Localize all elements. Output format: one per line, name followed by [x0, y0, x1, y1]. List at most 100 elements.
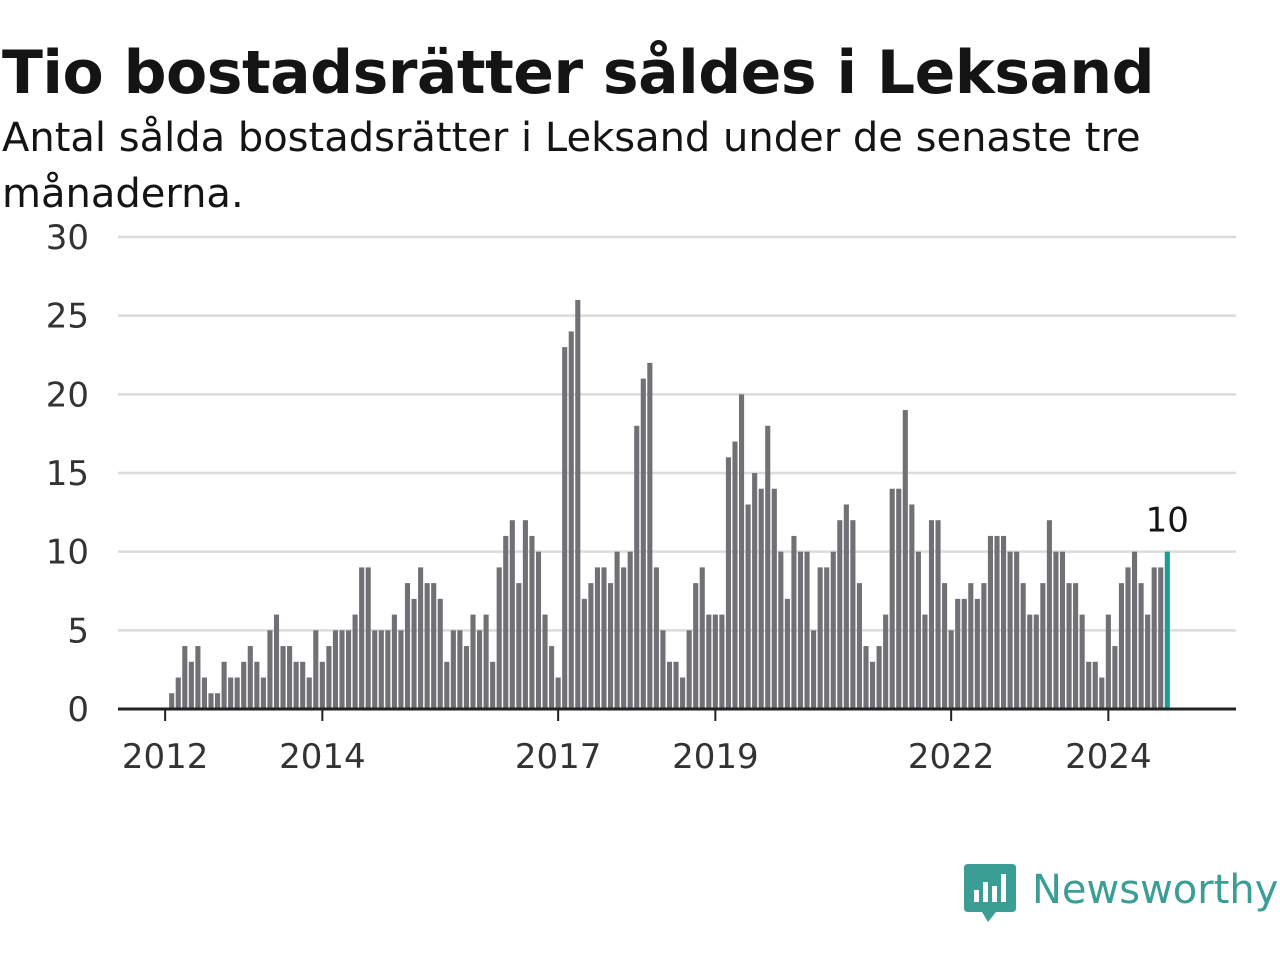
bar	[1138, 583, 1144, 709]
bar	[693, 583, 699, 709]
bar	[1112, 646, 1118, 709]
bar	[1007, 551, 1013, 709]
bar	[824, 567, 830, 709]
bar	[830, 551, 836, 709]
bar	[955, 598, 961, 709]
x-tick-label: 2012	[122, 737, 209, 777]
bar	[293, 661, 299, 709]
y-tick-label: 0	[67, 690, 89, 730]
bar	[1151, 567, 1157, 709]
bar	[981, 583, 987, 709]
newsworthy-logo: Newsworthy	[964, 864, 1278, 926]
bar	[444, 661, 450, 709]
bar	[247, 646, 253, 709]
axes	[118, 707, 1236, 721]
bar	[1125, 567, 1131, 709]
bar	[627, 551, 633, 709]
bar	[450, 630, 456, 709]
bar	[195, 646, 201, 709]
bar	[300, 661, 306, 709]
bar-chart: 0 5 10 15 20 25 30 2012 2014 2017 2019 2022 2024 10	[46, 218, 1236, 777]
bar	[352, 614, 358, 709]
bar	[1158, 567, 1164, 709]
bar	[562, 347, 568, 709]
bar	[208, 693, 214, 709]
bar	[326, 646, 332, 709]
bar	[516, 583, 522, 709]
bar	[987, 535, 993, 709]
bar	[778, 551, 784, 709]
bar	[1073, 583, 1079, 709]
bar	[188, 661, 194, 709]
bar	[215, 693, 221, 709]
bar	[961, 598, 967, 709]
bar	[928, 520, 935, 709]
bar	[221, 661, 227, 709]
bar	[686, 630, 692, 709]
bar	[837, 520, 843, 709]
bar	[306, 677, 312, 709]
labels: 0 5 10 15 20 25 30 2012 2014 2017 2019 2022 2024 10	[46, 218, 1189, 777]
bar	[201, 677, 207, 709]
y-tick-label: 5	[67, 611, 89, 651]
newsworthy-chart-bubble-icon	[964, 864, 1016, 922]
bar	[260, 677, 266, 709]
bar	[1033, 614, 1039, 709]
bar	[437, 598, 443, 709]
bar	[863, 646, 869, 709]
bar	[555, 677, 561, 709]
bar	[653, 567, 659, 709]
x-tick-label: 2017	[515, 737, 602, 777]
bar	[771, 488, 777, 709]
last-value-label: 10	[1146, 501, 1189, 541]
bar	[365, 567, 371, 709]
chart-subtitle: Antal sålda bostadsrätter i Leksand unde…	[2, 115, 1141, 217]
bar	[896, 488, 902, 709]
bar	[902, 410, 908, 709]
bar	[719, 614, 725, 709]
bar	[797, 551, 804, 709]
bar	[418, 567, 424, 709]
bar	[942, 583, 948, 709]
bar	[883, 614, 889, 709]
bar	[1020, 583, 1026, 709]
bar	[935, 520, 941, 709]
bar	[1118, 583, 1124, 709]
bar	[404, 583, 411, 709]
bar	[673, 661, 679, 709]
bar	[463, 646, 469, 709]
bar	[241, 661, 247, 709]
bar	[1079, 614, 1085, 709]
bar	[1066, 583, 1072, 709]
bar	[660, 630, 666, 709]
bar	[385, 630, 391, 709]
x-tick-label: 2019	[672, 737, 759, 777]
bar	[280, 646, 286, 709]
bar	[1105, 614, 1111, 709]
bar	[273, 614, 280, 709]
bar	[843, 504, 849, 709]
x-tick-label: 2024	[1065, 737, 1152, 777]
bar	[922, 614, 928, 709]
bar	[483, 614, 489, 709]
bar	[339, 630, 345, 709]
bar	[811, 630, 817, 709]
bar	[745, 504, 751, 709]
bar	[228, 677, 234, 709]
bar	[765, 425, 771, 709]
bar	[254, 661, 260, 709]
bar	[739, 394, 745, 709]
bar	[915, 551, 921, 709]
grid-lines	[118, 235, 1236, 632]
bar	[542, 614, 548, 709]
bar	[732, 441, 738, 709]
bar	[1040, 583, 1046, 709]
bar	[791, 535, 797, 709]
bar	[634, 425, 640, 709]
bar	[490, 661, 496, 709]
bar	[470, 614, 476, 709]
bar	[784, 598, 790, 709]
bar	[948, 630, 954, 709]
bar	[313, 630, 319, 709]
bar	[621, 567, 627, 709]
